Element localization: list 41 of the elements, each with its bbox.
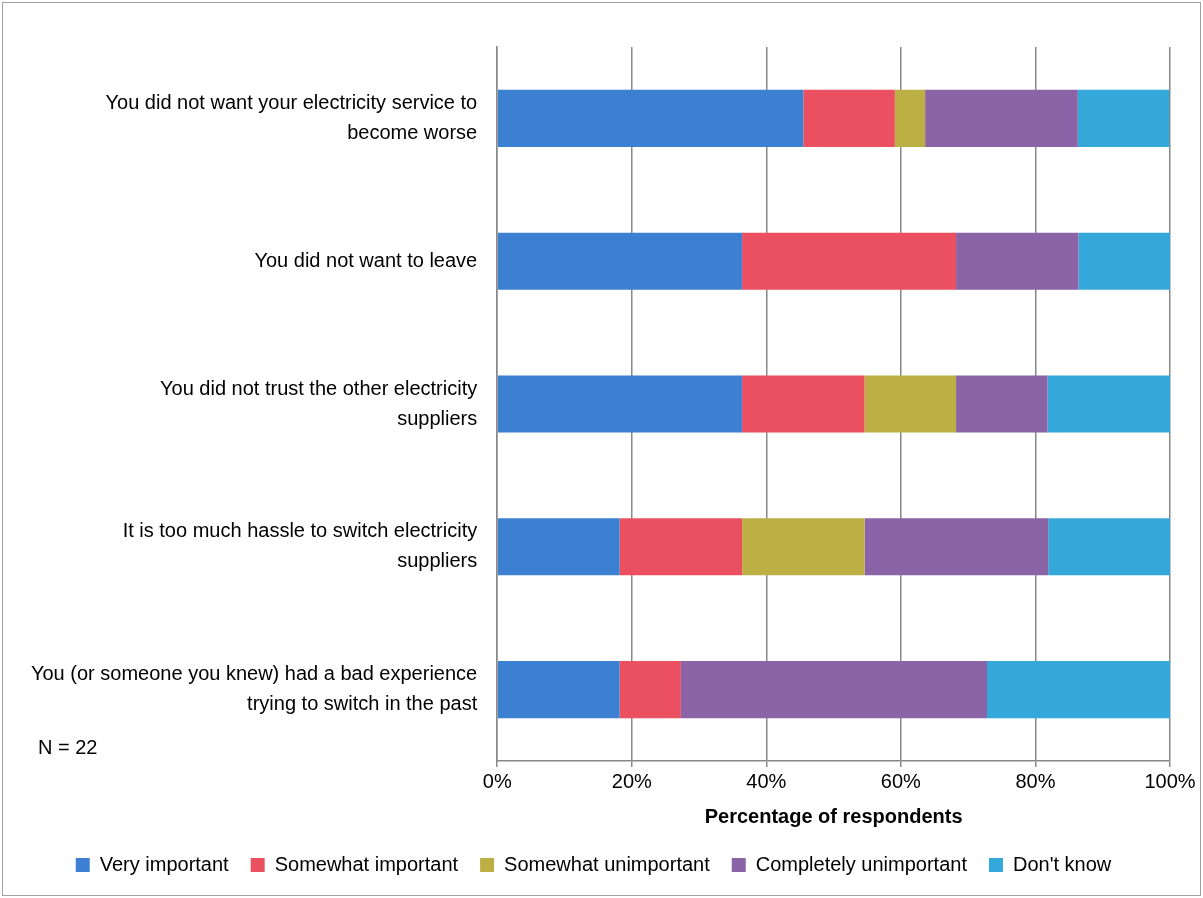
bar xyxy=(680,661,987,719)
bar xyxy=(497,661,620,719)
bar xyxy=(742,518,865,576)
y-tick-label: You did not trust the other electricity suppliers xyxy=(160,376,478,429)
bar xyxy=(1048,518,1170,576)
legend-label: Completely unimportant xyxy=(755,852,968,875)
y-tick-label: You did not want to leave xyxy=(254,248,478,271)
text: N = 22 xyxy=(38,735,98,758)
bar xyxy=(742,375,865,433)
bar xyxy=(1077,89,1170,147)
bar xyxy=(803,89,895,147)
x-tick-label: 100% xyxy=(1144,769,1196,792)
bar xyxy=(1078,232,1170,290)
bar xyxy=(987,661,1170,719)
bar xyxy=(742,232,957,290)
y-tick-label: It is too much hassle to switch electricity suppliers xyxy=(122,519,478,572)
legend-label: Very important xyxy=(99,852,230,875)
bar xyxy=(956,375,1048,433)
legend-label: Somewhat unimportant xyxy=(504,852,711,875)
x-axis-title: Percentage of respondents xyxy=(704,804,963,827)
x-tick-label: 20% xyxy=(611,769,653,792)
bar xyxy=(956,232,1079,290)
x-tick-label: 60% xyxy=(880,769,922,792)
bar xyxy=(894,89,926,147)
bar xyxy=(864,518,1049,576)
bar xyxy=(619,518,743,576)
bar xyxy=(497,89,804,147)
y-tick-label: You (or someone you knew) had a bad experience trying to switch in the past xyxy=(30,662,478,715)
bar xyxy=(619,661,681,719)
legend-label: Somewhat important xyxy=(274,852,459,875)
bar xyxy=(497,375,743,433)
bar xyxy=(497,232,743,290)
bar xyxy=(925,89,1078,147)
legend-label: Don't know xyxy=(1012,852,1112,875)
bar xyxy=(1047,375,1170,433)
x-tick-label: 80% xyxy=(1015,769,1056,792)
bar xyxy=(497,518,620,576)
bar xyxy=(864,375,957,433)
x-tick-label: 0% xyxy=(482,769,512,792)
x-tick-label: 40% xyxy=(746,769,787,792)
y-tick-label: You did not want your electricity service to become worse xyxy=(105,90,478,143)
